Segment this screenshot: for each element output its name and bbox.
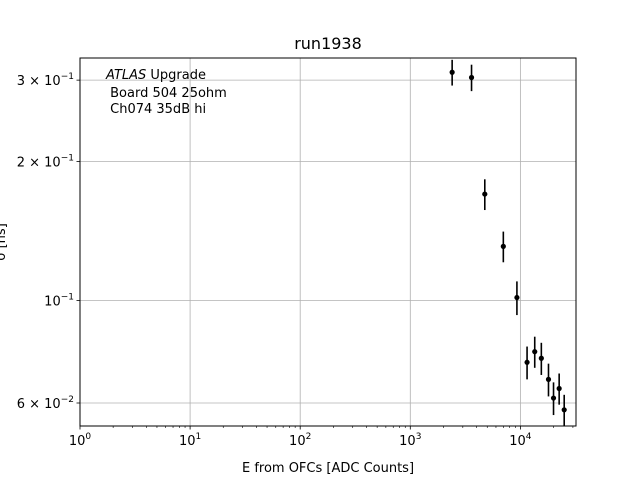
y-tick-label: 2 × 10−1: [17, 153, 74, 170]
data-point: [545, 376, 552, 382]
chart-title: run1938: [294, 34, 362, 53]
annotation-line-1: ATLAS Upgrade: [105, 68, 206, 83]
data-point: [561, 407, 567, 413]
annotation-line-3: Ch074 35dB hi: [106, 102, 206, 117]
data-point: [500, 243, 506, 249]
data-point: [524, 359, 530, 365]
data-point: [532, 349, 538, 355]
plot-frame: [79, 57, 577, 427]
y-tick-label: 3 × 10−1: [17, 72, 74, 89]
y-axis-label: σ [ns]: [0, 223, 9, 261]
data-point: [482, 191, 488, 197]
y-axis-ticks: 6 × 10−2 10−1 2 × 10−1 3 × 10−1: [17, 72, 80, 412]
x-tick-label: 104: [509, 432, 532, 449]
atlas-label: ATLAS: [105, 68, 146, 83]
atlas-suffix: Upgrade: [146, 68, 206, 83]
data-point: [468, 74, 475, 81]
x-tick-label: 101: [179, 432, 201, 449]
annotation-line-2: Board 504 25ohm: [106, 86, 227, 101]
x-axis-label: E from OFCs [ADC Counts]: [242, 461, 414, 476]
data-point: [538, 355, 544, 361]
x-tick-label: 100: [69, 432, 92, 449]
x-axis-ticks: 100 101 102 103 104: [69, 426, 574, 449]
x-tick-label: 102: [289, 432, 311, 449]
y-tick-label: 6 × 10−2: [17, 395, 74, 412]
x-tick-label: 103: [399, 432, 421, 449]
data-point: [514, 294, 520, 301]
grid-lines: [79, 58, 576, 426]
y-tick-label: 10−1: [44, 293, 74, 310]
data-point: [550, 395, 557, 401]
data-point: [556, 385, 562, 392]
data-point: [449, 69, 455, 75]
data-points: [449, 59, 567, 426]
